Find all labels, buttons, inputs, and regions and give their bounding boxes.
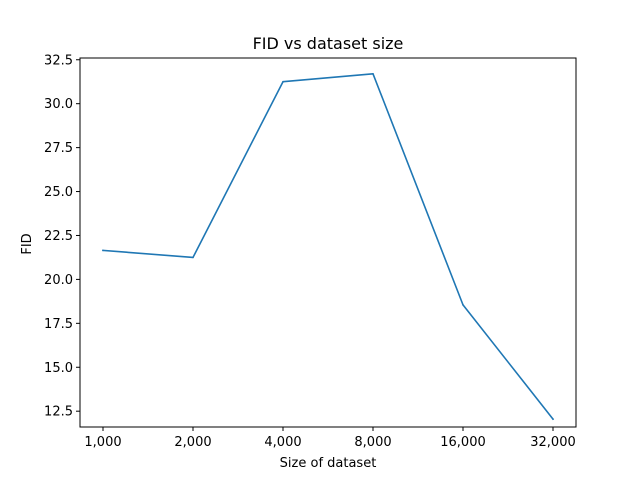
y-axis: 12.5 15.0 17.5 20.0 22.5 25.0 27.5 30.0 32.5 <box>44 53 80 420</box>
x-tick-label: 1,000 <box>84 435 121 450</box>
data-point <box>372 73 374 75</box>
data-point <box>552 418 554 420</box>
y-tick-label: 27.5 <box>44 141 73 156</box>
series-layer <box>102 73 555 421</box>
x-axis: 1,000 2,000 4,000 8,000 16,000 32,000 <box>84 427 576 450</box>
x-tick-label: 4,000 <box>264 435 301 450</box>
y-tick-label: 22.5 <box>44 229 73 244</box>
data-point <box>282 80 284 83</box>
plot-frame <box>79 57 577 428</box>
data-point <box>192 256 194 259</box>
y-tick-label: 20.0 <box>44 273 73 288</box>
y-tick-label: 17.5 <box>44 317 73 332</box>
data-point <box>102 249 104 252</box>
y-axis-label: FID <box>20 233 35 254</box>
plot-area <box>79 57 577 428</box>
x-tick-label: 32,000 <box>530 435 576 450</box>
data-point <box>462 304 464 306</box>
y-tick-label: 15.0 <box>44 361 73 376</box>
x-tick-label: 2,000 <box>174 435 211 450</box>
y-tick-label: 25.0 <box>44 185 73 200</box>
y-tick-label: 12.5 <box>44 405 73 420</box>
y-tick-label: 32.5 <box>44 53 73 68</box>
chart-title: FID vs dataset size <box>253 34 404 53</box>
series-line <box>102 73 555 421</box>
x-tick-label: 8,000 <box>354 435 391 450</box>
x-axis-label: Size of dataset <box>280 456 377 471</box>
y-tick-label: 30.0 <box>44 97 73 112</box>
x-tick-label: 16,000 <box>440 435 486 450</box>
